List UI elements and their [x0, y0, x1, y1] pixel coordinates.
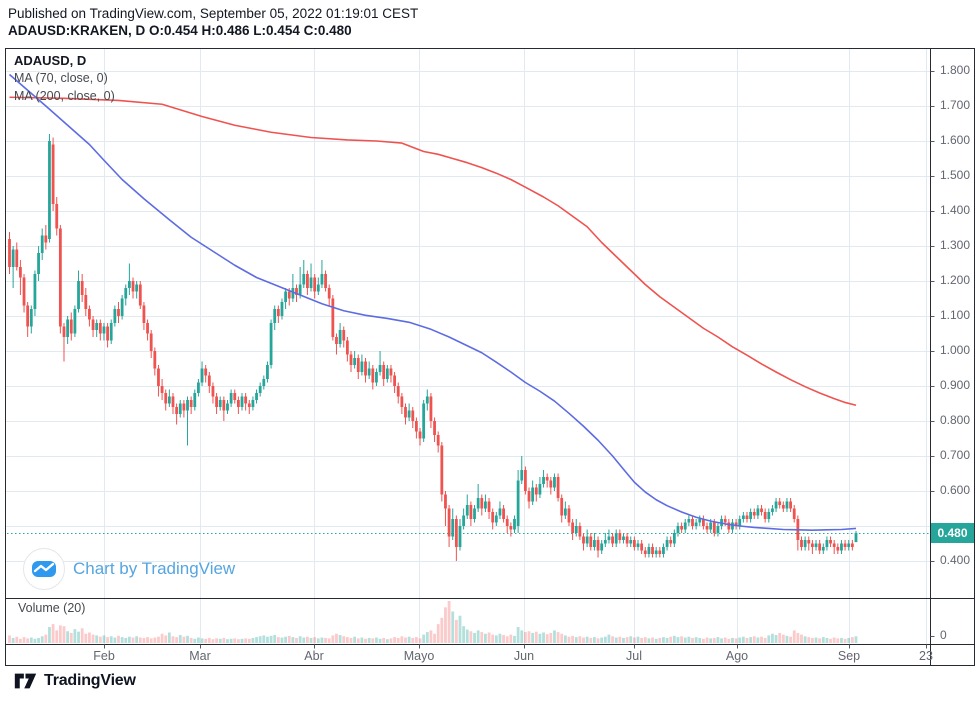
brand-label: TradingView	[44, 672, 136, 689]
chart-canvas[interactable]	[6, 49, 974, 665]
time-axis-label: Feb	[93, 649, 115, 663]
tradingview-watermark-link[interactable]: Chart by TradingView	[23, 548, 235, 590]
time-axis-label: Sep	[837, 649, 861, 663]
price-axis-label: 0.900	[940, 378, 971, 392]
price-axis-label: 1.000	[940, 343, 971, 357]
price-axis-label: 1.200	[940, 273, 971, 287]
volume-axis-zero-label: 0	[940, 628, 947, 642]
price-axis-label: 1.400	[940, 203, 971, 217]
time-axis-label: Mar	[189, 649, 211, 663]
symbol-ohlc-line: ADAUSD:KRAKEN, D O:0.454 H:0.486 L:0.454…	[8, 23, 352, 38]
legend-ma70[interactable]: MA (70, close, 0)	[14, 71, 108, 85]
last-price-badge: 0.480	[931, 523, 974, 543]
chart-frame: ADAUSD, D MA (70, close, 0) MA (200, clo…	[5, 48, 975, 666]
price-axis-label: 1.800	[940, 63, 971, 77]
price-axis-label: 0.700	[940, 448, 971, 462]
time-axis-label: Jun	[513, 649, 535, 663]
watermark-label: Chart by TradingView	[73, 559, 236, 578]
price-axis-label: 1.500	[940, 168, 971, 182]
tradingview-brand-link[interactable]: TradingView	[14, 671, 136, 691]
price-axis-label: 1.600	[940, 133, 971, 147]
price-axis-label: 0.800	[940, 413, 971, 427]
price-axis-label: 1.100	[940, 308, 971, 322]
tradingview-logo-icon	[14, 673, 37, 689]
price-axis-label: 0.400	[940, 553, 971, 567]
time-axis-label: Abr	[304, 649, 324, 663]
time-axis-label: Jul	[626, 649, 642, 663]
time-axis-label: Mayo	[403, 649, 435, 663]
time-axis-label: 23	[919, 649, 933, 663]
legend-symbol[interactable]: ADAUSD, D	[14, 53, 87, 68]
time-axis-label: Ago	[725, 649, 749, 663]
price-axis-label: 0.600	[940, 483, 971, 497]
legend-ma200[interactable]: MA (200, close, 0)	[14, 89, 115, 103]
price-axis-label: 1.300	[940, 238, 971, 252]
volume-indicator-label[interactable]: Volume (20)	[18, 601, 86, 615]
published-timestamp: Published on TradingView.com, September …	[8, 6, 419, 21]
price-axis-label: 1.700	[940, 98, 971, 112]
tradingview-watermark-icon	[23, 548, 65, 590]
